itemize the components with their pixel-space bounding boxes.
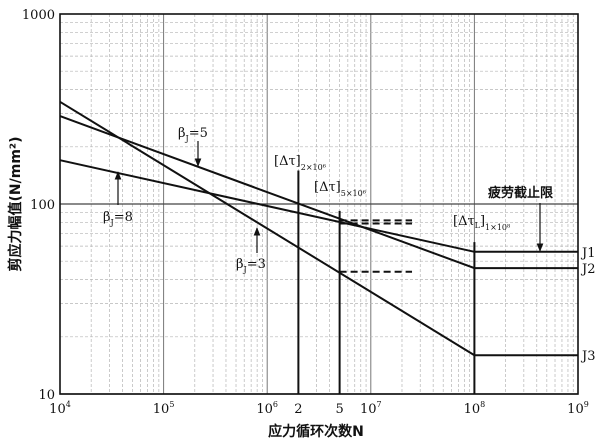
annotation-dtau-5e6: [Δτ]5×10⁶ [314,180,366,198]
x-tick-label: 5 [335,402,343,417]
plot-frame [59,13,579,395]
annotation-beta8: βJ=8 [103,210,133,227]
y-tick-label: 1000 [22,8,55,23]
series-label-j2: J2 [580,262,595,277]
y-axis-title: 剪应力幅值(N/mm²) [7,137,24,272]
series-label-j3: J3 [580,349,595,364]
annotation-beta5: βJ=5 [178,126,208,143]
annotation-fatigue-limit: 疲劳截止限 [488,185,554,201]
series-label-j1: J1 [580,246,595,261]
annotation-dtau-2e6: [Δτ]2×10⁶ [274,154,326,172]
x-tick-label: 2 [294,402,302,417]
series-line-j1 [59,159,578,253]
x-tick-label: 104 [49,400,71,417]
y-tick-label: 100 [30,198,55,213]
x-tick-label: 105 [153,400,175,417]
y-tick-label: 10 [38,388,55,403]
grid [59,14,578,395]
annotation-beta3: βJ=3 [236,257,266,274]
x-tick-label: 107 [360,400,382,417]
tick-labels: 104 105 106 2 5 107 108 109 10 100 1000 [22,8,589,417]
x-axis-title: 应力循环次数N [268,423,364,440]
dashed-segments [339,219,413,273]
reference-verticals [297,170,476,394]
x-tick-label: 108 [464,400,486,417]
x-tick-label: 109 [567,400,589,417]
annotation-dtau-limit: [ΔτL]1×10⁸ [453,214,510,232]
x-tick-label: 106 [256,400,278,417]
